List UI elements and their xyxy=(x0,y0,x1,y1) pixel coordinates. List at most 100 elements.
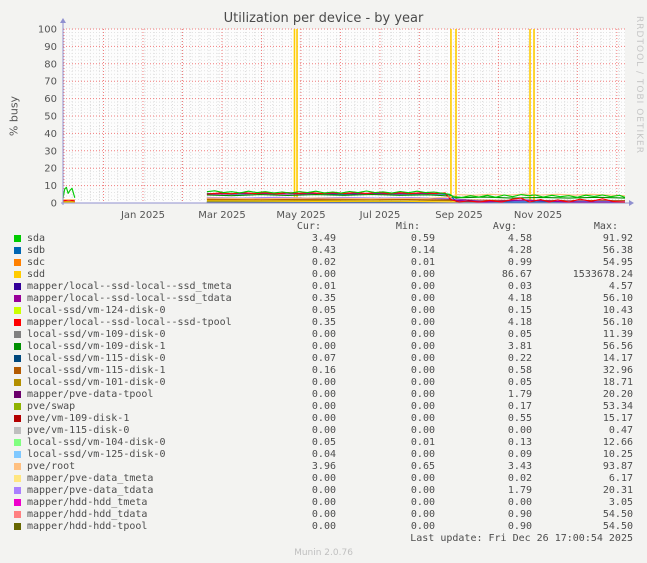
swatch-cell xyxy=(14,281,27,293)
stat-min: 0.00 xyxy=(410,413,435,424)
stat-max: 6.17 xyxy=(608,473,633,484)
series-label: local-ssd/vm-115-disk-1 xyxy=(27,365,166,376)
series-color-swatch xyxy=(14,487,21,494)
series-color-swatch xyxy=(14,427,21,434)
x-axis-arrow-icon xyxy=(629,200,634,206)
tick-label: Sep 2025 xyxy=(435,210,482,221)
series-color-swatch xyxy=(14,439,21,446)
legend-row: pve/root 3.96 0.65 3.43 93.87 xyxy=(0,461,647,473)
tick-label: 40 xyxy=(44,129,57,140)
legend-table: Cur: Min: Avg: Max: sda 3.49 0.59 4.58 91.92 sdb 0… xyxy=(0,221,647,533)
stat-avg: 1.79 xyxy=(507,485,532,496)
stat-avg: 4.18 xyxy=(507,317,532,328)
stat-cur: 0.02 xyxy=(311,257,336,268)
stat-min: 0.00 xyxy=(410,449,435,460)
stat-min: 0.14 xyxy=(410,245,435,256)
grid-layer xyxy=(62,28,625,204)
legend-row: pve/swap 0.00 0.00 0.17 53.34 xyxy=(0,401,647,413)
tick-label: 100 xyxy=(38,25,57,36)
stat-max: 11.39 xyxy=(602,329,633,340)
legend-row: mapper/local--ssd-local--ssd_tdata 0.35 0.… xyxy=(0,293,647,305)
tick-label: Jul 2025 xyxy=(359,210,401,221)
series-label: pve/root xyxy=(27,461,76,472)
series-label: local-ssd/vm-101-disk-0 xyxy=(27,377,166,388)
stat-max: 1533678.24 xyxy=(572,269,633,280)
series-color-swatch xyxy=(14,307,21,314)
series-color-swatch xyxy=(14,451,21,458)
stat-min: 0.00 xyxy=(410,365,435,376)
legend-row: local-ssd/vm-124-disk-0 0.05 0.00 0.15 10.43 xyxy=(0,305,647,317)
stat-cur: 0.00 xyxy=(311,509,336,520)
series-color-swatch xyxy=(14,343,21,350)
stat-max: 4.57 xyxy=(608,281,633,292)
legend-row: mapper/local--ssd-local--ssd_tmeta 0.01 0.… xyxy=(0,281,647,293)
stat-max: 20.31 xyxy=(602,485,633,496)
tick-label: 80 xyxy=(44,59,57,70)
tick-label: Mar 2025 xyxy=(198,210,246,221)
series-line xyxy=(63,193,626,201)
swatch-cell xyxy=(14,233,27,245)
stat-max: 54.50 xyxy=(602,521,633,532)
stat-avg: 0.00 xyxy=(507,425,532,436)
stat-avg: 4.28 xyxy=(507,245,532,256)
legend-row: local-ssd/vm-115-disk-1 0.16 0.00 0.58 32.96 xyxy=(0,365,647,377)
stat-cur: 0.00 xyxy=(311,269,336,280)
swatch-cell xyxy=(14,245,27,257)
stat-cur: 0.05 xyxy=(311,437,336,448)
swatch-cell xyxy=(14,449,27,461)
tick-label: 90 xyxy=(44,42,57,53)
legend-row: mapper/hdd-hdd_tdata 0.00 0.00 0.90 54.50 xyxy=(0,509,647,521)
stat-avg: 0.99 xyxy=(507,257,532,268)
stat-cur: 0.16 xyxy=(311,365,336,376)
stat-avg: 0.13 xyxy=(507,437,532,448)
stat-avg: 86.67 xyxy=(501,269,532,280)
swatch-cell xyxy=(14,269,27,281)
tick-label: 50 xyxy=(44,112,57,123)
stat-cur: 0.00 xyxy=(311,521,336,532)
series-color-swatch xyxy=(14,283,21,290)
stat-cur: 0.00 xyxy=(311,401,336,412)
legend-header-row: Cur: Min: Avg: Max: xyxy=(0,221,647,233)
stat-min: 0.00 xyxy=(410,521,435,532)
stat-max: 93.87 xyxy=(602,461,633,472)
stat-avg: 0.05 xyxy=(507,329,532,340)
series-color-swatch xyxy=(14,319,21,326)
tick-label-layer: 0 10 20 30 40 50 60 70 80 90 100 Jan 2025 Mar 2025 Ma… xyxy=(38,25,562,222)
swatch-cell xyxy=(14,437,27,449)
stat-avg: 0.09 xyxy=(507,449,532,460)
tick-label: 30 xyxy=(44,146,57,157)
stat-max: 53.34 xyxy=(602,401,633,412)
series-color-swatch xyxy=(14,379,21,386)
stat-max: 15.17 xyxy=(602,413,633,424)
series-label: mapper/local--ssd-local--ssd_tdata xyxy=(27,293,232,304)
axis-layer xyxy=(60,18,634,206)
stat-min: 0.65 xyxy=(410,461,435,472)
legend-row: mapper/local--ssd-local--ssd-tpool 0.35 0.… xyxy=(0,317,647,329)
series-line xyxy=(206,193,626,199)
legend-row: mapper/hdd-hdd_tmeta 0.00 0.00 0.00 3.05 xyxy=(0,497,647,509)
legend-row: sdd 0.00 0.00 86.67 1533678.24 xyxy=(0,269,647,281)
stat-max: 32.96 xyxy=(602,365,633,376)
legend-row: local-ssd/vm-125-disk-0 0.04 0.00 0.09 10.25 xyxy=(0,449,647,461)
stat-cur: 0.35 xyxy=(311,293,336,304)
stat-min: 0.01 xyxy=(410,437,435,448)
stat-cur: 0.00 xyxy=(311,425,336,436)
stat-min: 0.00 xyxy=(410,353,435,364)
series-label: mapper/hdd-hdd_tdata xyxy=(27,509,148,520)
swatch-cell xyxy=(14,305,27,317)
series-color-swatch xyxy=(14,259,21,266)
legend-row: local-ssd/vm-109-disk-0 0.00 0.00 0.05 11.39 xyxy=(0,329,647,341)
legend-header-cur: Cur: xyxy=(296,221,321,232)
swatch-cell xyxy=(14,329,27,341)
series-label: pve/vm-115-disk-0 xyxy=(27,425,130,436)
series-color-swatch xyxy=(14,247,21,254)
stat-min: 0.00 xyxy=(410,293,435,304)
series-label: local-ssd/vm-115-disk-0 xyxy=(27,353,166,364)
stat-min: 0.00 xyxy=(410,389,435,400)
legend-row: sdc 0.02 0.01 0.99 54.95 xyxy=(0,257,647,269)
stat-avg: 0.05 xyxy=(507,377,532,388)
series-label: sdc xyxy=(27,257,46,268)
tick-label: 60 xyxy=(44,94,57,105)
swatch-cell xyxy=(14,377,27,389)
series-label: mapper/pve-data_tmeta xyxy=(27,473,154,484)
